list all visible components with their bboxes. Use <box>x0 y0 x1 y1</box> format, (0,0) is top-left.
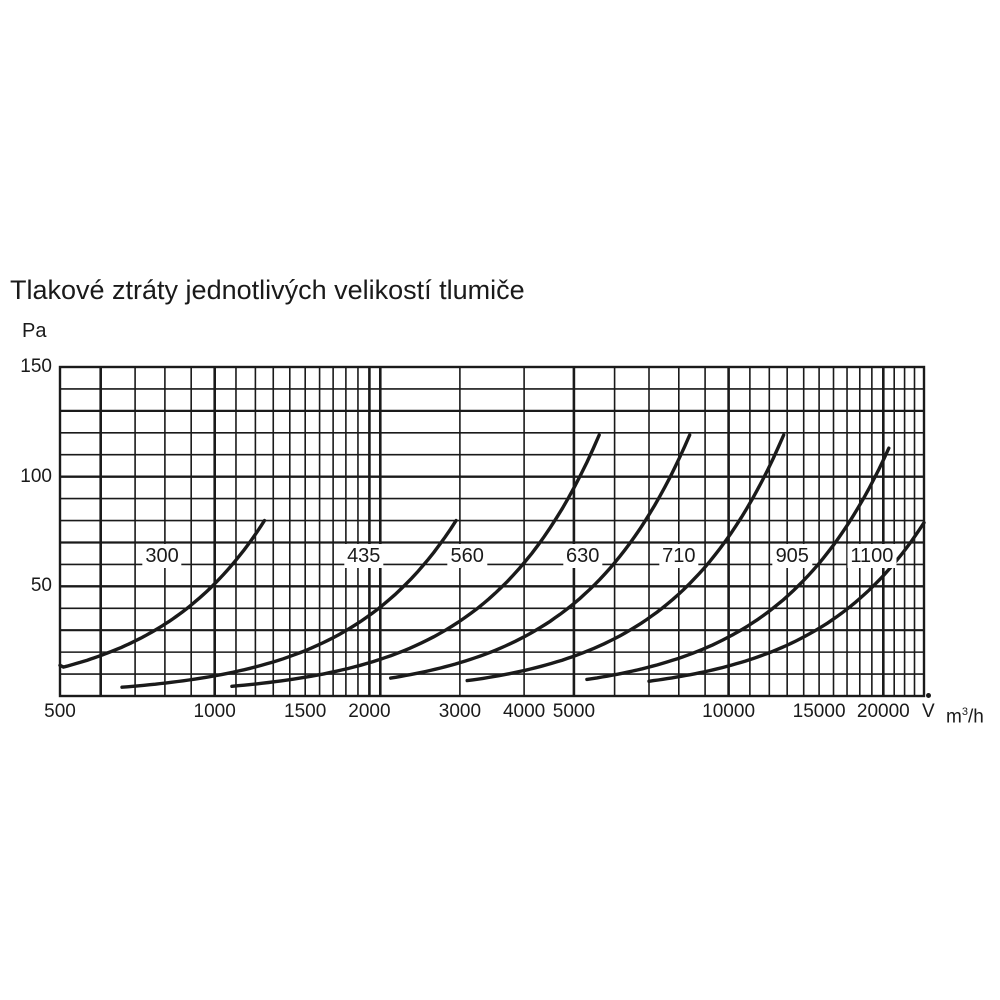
series-curve-630 <box>389 433 692 680</box>
x-unit-exponent: 3 <box>961 706 968 718</box>
x-tick-label: 2000 <box>348 701 391 722</box>
series-curve-435 <box>120 518 458 689</box>
series-curve-1100 <box>647 521 926 683</box>
y-axis-unit: Pa <box>22 320 47 342</box>
x-tick-label: 10000 <box>702 701 756 722</box>
plot-frame <box>58 365 926 698</box>
y-tick-label: 150 <box>20 356 52 377</box>
x-axis-unit: m3/h <box>946 702 984 727</box>
series-label-300: 300 <box>142 544 182 568</box>
series-label-435: 435 <box>344 544 384 568</box>
series-label-710: 710 <box>659 544 699 568</box>
series-curve-710 <box>465 433 786 683</box>
series-curve-560 <box>230 433 601 688</box>
series-label-630: 630 <box>562 544 603 568</box>
x-tick-label: 20000 <box>856 701 910 722</box>
x-tick-label: 15000 <box>792 701 846 722</box>
series-label-905: 905 <box>772 544 812 568</box>
flow-rate-dot-icon <box>926 693 931 698</box>
series-curve-300 <box>58 518 267 669</box>
series-curve-905 <box>585 446 891 682</box>
x-unit-tail: /h <box>967 706 984 728</box>
y-tick-label: 50 <box>30 575 52 597</box>
x-axis-symbol: V <box>922 701 935 722</box>
series-label-560: 560 <box>447 544 487 568</box>
x-tick-label: 5000 <box>552 701 596 722</box>
chart-title: Tlakové ztráty jednotlivých velikostí tl… <box>10 275 525 305</box>
x-tick-label: 3000 <box>438 701 482 722</box>
y-tick-label: 100 <box>20 465 52 487</box>
x-tick-label: 4000 <box>502 701 546 722</box>
x-tick-label: 1000 <box>193 701 236 722</box>
series-label-1100: 1100 <box>847 544 897 568</box>
x-tick-label: 1500 <box>284 701 327 722</box>
x-tick-label: 500 <box>44 701 76 722</box>
x-unit-base: m <box>946 706 962 728</box>
